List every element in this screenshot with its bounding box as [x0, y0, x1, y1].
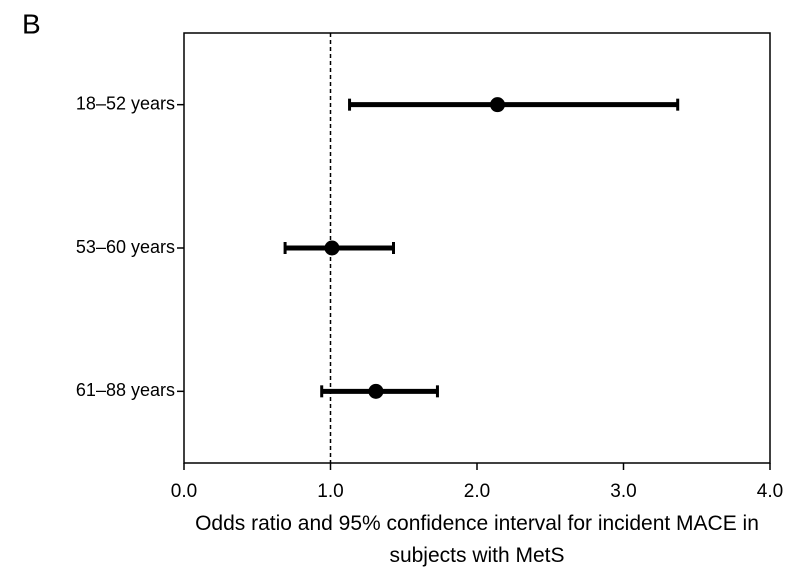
x-tick-label: 3.0	[610, 481, 636, 502]
panel-label: B	[22, 8, 41, 39]
x-tick-label: 1.0	[317, 481, 343, 502]
point-estimate	[368, 383, 384, 399]
y-tick-label: 18–52 years	[76, 93, 175, 113]
plot-frame	[183, 32, 771, 464]
x-tick-label: 4.0	[757, 481, 783, 502]
point-estimate	[490, 97, 506, 113]
x-tick-label: 0.0	[171, 481, 197, 502]
y-tick-label: 53–60 years	[76, 237, 175, 257]
y-tick-label: 61–88 years	[76, 380, 175, 400]
x-tick-label: 2.0	[464, 481, 490, 502]
point-estimate	[324, 240, 340, 256]
x-axis-label: Odds ratio and 95% confidence interval f…	[195, 512, 759, 567]
